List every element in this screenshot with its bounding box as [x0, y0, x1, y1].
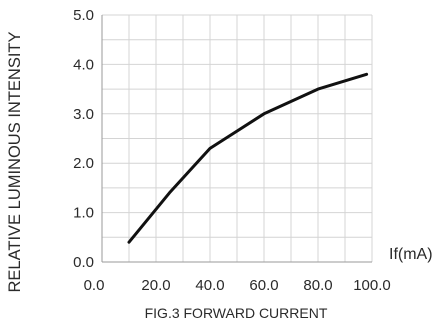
axes — [101, 15, 372, 263]
y-tick-label: 0.0 — [73, 254, 94, 271]
x-tick-label: 20.0 — [141, 277, 170, 294]
figure-caption: FIG.3 FORWARD CURRENT — [145, 305, 328, 321]
y-tick-label: 3.0 — [73, 106, 94, 123]
x-tick-label: 100.0 — [353, 277, 391, 294]
series-lines — [127, 72, 369, 244]
x-tick-label: 60.0 — [249, 277, 278, 294]
y-tick-label: 4.0 — [73, 56, 94, 73]
y-tick-label: 5.0 — [73, 7, 94, 24]
x-axis-label: If(mA) — [389, 246, 433, 263]
x-tick-label: 0.0 — [84, 277, 105, 294]
series-line — [127, 72, 369, 244]
y-tick-label: 1.0 — [73, 205, 94, 222]
y-tick-label: 2.0 — [73, 155, 94, 172]
y-axis-label: RELATIVE LUMINOUS INTENSITY — [6, 32, 24, 293]
x-tick-label: 80.0 — [303, 277, 332, 294]
tick-labels: 0.0 1.0 2.0 3.0 4.0 5.0 0.0 20.0 40.0 60.0 80.0 100… — [73, 7, 391, 294]
x-tick-label: 40.0 — [195, 277, 224, 294]
